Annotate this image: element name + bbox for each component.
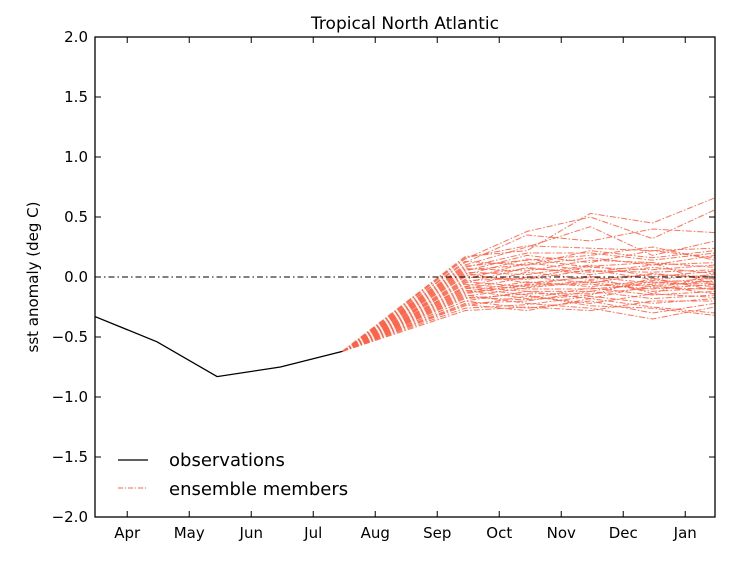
ensemble-member-line bbox=[342, 228, 715, 352]
ensemble-member-line bbox=[342, 271, 715, 352]
ensemble-member-line bbox=[342, 287, 715, 352]
chart-title: Tropical North Atlantic bbox=[310, 14, 499, 34]
ensemble-member-line bbox=[342, 269, 715, 352]
y-tick-label: 2.0 bbox=[64, 28, 88, 46]
ensemble-member-line bbox=[342, 281, 715, 352]
observations-line bbox=[95, 315, 343, 378]
ensemble-member-line bbox=[342, 293, 715, 352]
ensemble-member-line bbox=[342, 280, 715, 352]
ensemble-member-line bbox=[342, 257, 715, 352]
x-tick-label: Jan bbox=[673, 524, 697, 542]
ensemble-member-line bbox=[342, 245, 715, 352]
ensemble-member-line bbox=[342, 262, 715, 352]
ensemble-member-line bbox=[342, 252, 715, 352]
ensemble-member-line bbox=[342, 277, 715, 352]
x-tick-label: Nov bbox=[547, 524, 576, 542]
x-tick-label: Jul bbox=[303, 524, 322, 542]
y-tick-label: −0.5 bbox=[52, 328, 88, 346]
x-tick-label: Dec bbox=[609, 524, 638, 542]
ensemble-member-line bbox=[342, 300, 715, 352]
x-tick-label: Sep bbox=[423, 524, 451, 542]
ensemble-member-line bbox=[342, 287, 715, 352]
ensemble-member-line bbox=[342, 272, 715, 352]
y-tick-label: −2.0 bbox=[52, 508, 88, 526]
legend: observations ensemble members bbox=[118, 450, 348, 500]
legend-label-observations: observations bbox=[169, 450, 285, 471]
ensemble-member-line bbox=[342, 264, 715, 352]
y-tick-label: 0.0 bbox=[64, 268, 88, 286]
ensemble-member-line bbox=[342, 258, 715, 352]
x-tick-label: Aug bbox=[361, 524, 390, 542]
observations-series bbox=[95, 315, 343, 378]
legend-label-ensemble: ensemble members bbox=[169, 479, 348, 500]
ensemble-member-line bbox=[342, 298, 715, 352]
x-axis-ticks: Apr May Jun Jul Aug Sep Oct Nov Dec Jan bbox=[114, 37, 697, 542]
y-tick-label: −1.0 bbox=[52, 388, 88, 406]
y-axis-ticks: −2.0 −1.5 −1.0 −0.5 0.0 0.5 1.0 1.5 2.0 bbox=[52, 28, 715, 526]
ensemble-members bbox=[342, 197, 715, 352]
y-tick-label: −1.5 bbox=[52, 448, 88, 466]
ensemble-member-line bbox=[342, 250, 715, 352]
ensemble-member-line bbox=[342, 226, 715, 352]
ensemble-member-line bbox=[342, 266, 715, 352]
ensemble-member-line bbox=[342, 284, 715, 352]
ensemble-member-line bbox=[342, 283, 715, 352]
y-tick-label: 1.5 bbox=[64, 88, 88, 106]
x-tick-label: Jun bbox=[239, 524, 263, 542]
y-tick-label: 0.5 bbox=[64, 208, 88, 226]
ensemble-member-line bbox=[342, 254, 715, 352]
ensemble-member-line bbox=[342, 294, 715, 352]
ensemble-member-line bbox=[342, 290, 715, 352]
y-axis-label: sst anomaly (deg C) bbox=[24, 202, 42, 353]
ensemble-member-line bbox=[342, 250, 715, 352]
ensemble-member-line bbox=[342, 262, 715, 352]
x-tick-label: Oct bbox=[486, 524, 512, 542]
ensemble-member-line bbox=[342, 300, 715, 352]
ensemble-member-line bbox=[342, 281, 715, 352]
ensemble-member-line bbox=[342, 280, 715, 352]
y-tick-label: 1.0 bbox=[64, 148, 88, 166]
x-tick-label: Apr bbox=[114, 524, 141, 542]
ensemble-member-line bbox=[342, 282, 715, 352]
x-tick-label: May bbox=[174, 524, 205, 542]
ensemble-member-line bbox=[342, 197, 715, 352]
ensemble-member-line bbox=[342, 209, 715, 352]
